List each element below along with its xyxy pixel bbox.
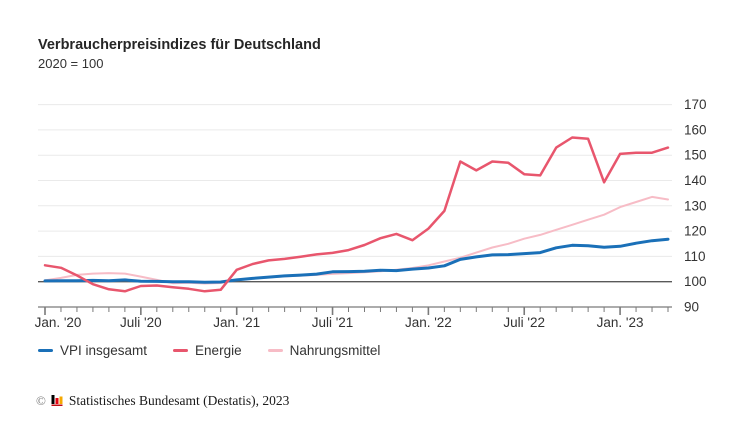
svg-text:Jan. '22: Jan. '22 [405,315,452,330]
svg-text:160: 160 [684,122,707,137]
legend-item-nahrungsmittel: Nahrungsmittel [267,343,381,358]
svg-text:Jan. '20: Jan. '20 [35,315,82,330]
svg-text:Juli '22: Juli '22 [503,315,545,330]
series-lines [43,136,670,293]
x-axis-labels: Jan. '20 Juli '20 Jan. '21 Juli '21 Jan. '22… [35,315,644,330]
copyright-symbol: © [36,393,46,408]
svg-text:150: 150 [684,148,707,163]
source-text: Statistisches Bundesamt (Destatis), 2023 [68,393,290,408]
svg-text:120: 120 [684,224,707,239]
series-line-vpi-insgesamt [43,237,670,284]
svg-text:110: 110 [684,249,706,264]
nahrungsmittel-line-swatch-icon [267,348,283,353]
legend-label-nahrungsmittel: Nahrungsmittel [289,343,381,358]
svg-text:130: 130 [684,198,707,213]
chart-subtitle: 2020 = 100 [38,56,104,71]
svg-text:Jan. '21: Jan. '21 [213,315,260,330]
line-chart: 90 100 110 120 130 140 150 160 170 Jan. '20 Juli '… [35,97,707,330]
legend-item-energie: Energie [173,343,242,358]
chart-title: Verbraucherpreisindizes für Deutschland [38,37,321,53]
legend-item-vpi: VPI insgesamt [38,343,147,358]
destatis-logo-icon [51,394,64,410]
series-line-energie [43,136,670,293]
legend-label-energie: Energie [195,343,242,358]
svg-text:Juli '21: Juli '21 [312,315,354,330]
svg-text:Jan. '23: Jan. '23 [597,315,644,330]
energie-line-swatch-icon [173,348,189,353]
svg-text:100: 100 [684,274,707,289]
chart-legend: VPI insgesamt Energie Nahrungsmittel [38,343,380,358]
x-axis [38,306,672,315]
svg-text:Juli '20: Juli '20 [120,315,162,330]
svg-text:170: 170 [684,97,707,112]
vpi-line-swatch-icon [38,348,53,353]
y-axis-labels: 90 100 110 120 130 140 150 160 170 [684,97,707,314]
svg-text:90: 90 [684,300,699,315]
source-attribution: © Statistisches Bundesamt (Destatis), 20… [36,393,289,409]
svg-text:140: 140 [684,173,707,188]
gridlines [38,104,672,283]
legend-label-vpi: VPI insgesamt [60,343,148,358]
